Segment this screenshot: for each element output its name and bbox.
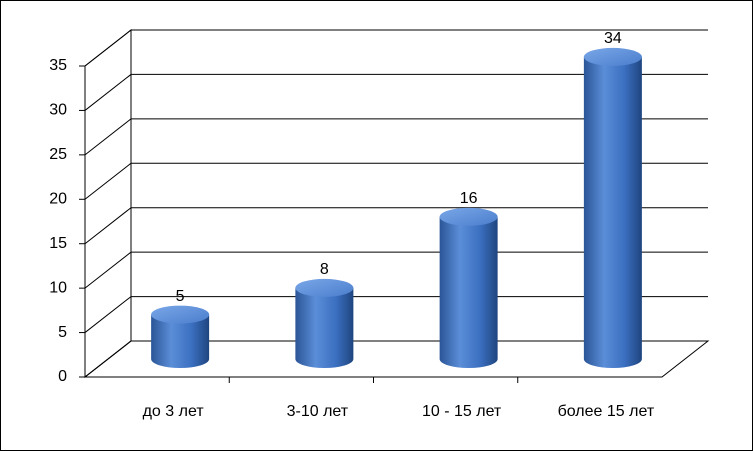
x-tick-label: до 3 лет [143, 403, 205, 420]
grid-line [84, 251, 708, 289]
bar [583, 47, 642, 369]
grid-line [84, 162, 708, 200]
y-tick-label: 20 [49, 191, 67, 208]
grid-line [84, 118, 708, 156]
bar [295, 278, 354, 368]
grid-line [84, 207, 708, 245]
grid-line [84, 73, 708, 111]
bar [151, 305, 210, 368]
x-tick-label: 10 - 15 лет [422, 403, 502, 420]
y-tick-label: 30 [49, 102, 67, 119]
y-tick-label: 0 [58, 368, 67, 385]
data-label: 34 [604, 30, 622, 47]
data-label: 5 [176, 288, 185, 305]
y-tick-label: 15 [49, 235, 67, 252]
y-tick-label: 10 [49, 279, 67, 296]
grid-line [84, 29, 708, 67]
bar [439, 207, 498, 368]
data-label: 16 [460, 190, 478, 207]
grid-line [84, 296, 708, 333]
grid-line [84, 340, 708, 378]
x-tick-label: 3-10 лет [287, 403, 349, 420]
data-label: 8 [320, 261, 329, 278]
y-tick-label: 35 [49, 57, 67, 74]
y-tick-label: 5 [58, 324, 67, 341]
x-tick-label: более 15 лет [558, 403, 655, 420]
y-tick-label: 25 [49, 146, 67, 163]
